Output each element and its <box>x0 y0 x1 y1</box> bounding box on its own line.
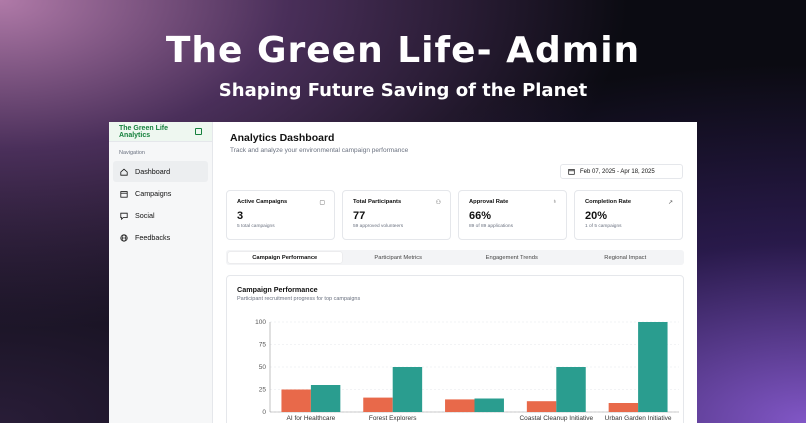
card-subtext: 5 total campaigns <box>237 224 275 229</box>
sidebar-brand: The Green Life Analytics <box>109 122 212 142</box>
tab-regional-impact[interactable]: Regional Impact <box>604 254 647 261</box>
calendar-icon: ▢ <box>319 200 325 206</box>
stat-card-active-campaigns: Active Campaigns ▢ 3 5 total campaigns <box>226 190 335 240</box>
chart-bar <box>608 403 639 412</box>
chart-subtitle: Participant recruitment progress for top… <box>237 296 361 302</box>
sidebar-item-label: Campaigns <box>135 189 172 198</box>
card-subtext: 1 of 5 campaigns <box>585 224 622 229</box>
award-icon: ♁ <box>552 199 558 205</box>
sidebar-item-campaigns[interactable]: Campaigns <box>113 183 208 204</box>
app-window: The Green Life Analytics Navigation Dash… <box>109 122 697 423</box>
page-title: Analytics Dashboard <box>230 132 335 144</box>
card-value: 66% <box>469 210 492 222</box>
hero-title: The Green Life- Admin <box>165 30 641 71</box>
chart-bar <box>310 385 341 412</box>
sidebar-item-label: Feedbacks <box>135 233 171 242</box>
x-tick-label: AI for Healthcare <box>287 415 336 422</box>
tab-campaign-performance[interactable]: Campaign Performance <box>228 252 342 263</box>
chart-bar <box>445 399 475 412</box>
home-icon <box>120 168 128 176</box>
date-range-picker[interactable]: Feb 07, 2025 - Apr 18, 2025 <box>560 164 683 179</box>
chart-card: Campaign Performance Participant recruit… <box>226 275 684 423</box>
tab-bar: Campaign Performance Participant Metrics… <box>226 250 684 265</box>
card-label: Approval Rate <box>469 199 509 205</box>
calendar-icon <box>120 190 128 198</box>
hero-subtitle: Shaping Future Saving of the Planet <box>218 80 588 101</box>
card-subtext: 59 approved volunteers <box>353 224 404 229</box>
card-value: 20% <box>585 210 608 222</box>
card-label: Active Campaigns <box>237 199 288 205</box>
campaign-performance-chart: 0 25 50 75 100 AI for Healthcare Forest Explor… <box>255 319 679 422</box>
tab-engagement-trends[interactable]: Engagement Trends <box>485 254 538 261</box>
chart-bar <box>638 322 668 412</box>
chart-bar <box>474 398 504 412</box>
sidebar-item-feedbacks[interactable]: Feedbacks <box>113 227 208 248</box>
brand-label: The Green Life Analytics <box>119 124 169 139</box>
stat-card-total-participants: Total Participants ⚇ 77 59 approved volu… <box>342 190 451 240</box>
chart-bar <box>363 397 393 412</box>
y-tick-label: 100 <box>255 319 266 326</box>
card-label: Total Participants <box>353 199 402 205</box>
sidebar: The Green Life Analytics Navigation Dash… <box>109 122 213 423</box>
x-tick-label: Urban Garden Initiative <box>605 415 672 422</box>
date-range-label: Feb 07, 2025 - Apr 18, 2025 <box>580 168 655 175</box>
sidebar-item-dashboard[interactable]: Dashboard <box>113 161 208 182</box>
tab-participant-metrics[interactable]: Participant Metrics <box>374 254 423 261</box>
message-icon <box>120 212 128 220</box>
y-tick-label: 75 <box>259 342 267 349</box>
calendar-icon <box>568 169 575 175</box>
y-tick-label: 0 <box>262 409 266 416</box>
chart-bar <box>526 401 557 412</box>
card-subtext: 89 of 89 applications <box>469 224 514 229</box>
sidebar-item-label: Social <box>135 211 155 220</box>
chart-bar <box>281 389 311 412</box>
sidebar-toggle-icon[interactable] <box>195 128 202 135</box>
nav-section-label: Navigation <box>119 150 145 156</box>
y-tick-label: 50 <box>259 364 267 371</box>
chart-bar <box>556 367 586 412</box>
card-value: 3 <box>237 210 244 222</box>
x-tick-label: Forest Explorers <box>369 415 417 422</box>
stat-card-approval-rate: Approval Rate ♁ 66% 89 of 89 application… <box>458 190 567 240</box>
x-tick-label: Coastal Cleanup Initiative <box>519 415 593 422</box>
users-icon: ⚇ <box>435 200 441 206</box>
globe-icon <box>120 233 128 242</box>
card-value: 77 <box>353 210 366 222</box>
sidebar-item-social[interactable]: Social <box>113 205 208 226</box>
trending-up-icon: ↗ <box>667 200 673 206</box>
stat-card-completion-rate: Completion Rate ↗ 20% 1 of 5 campaigns <box>574 190 683 240</box>
card-label: Completion Rate <box>585 199 632 205</box>
chart-bar <box>392 367 423 412</box>
page-subtitle: Track and analyze your environmental cam… <box>230 147 409 154</box>
chart-title: Campaign Performance <box>237 285 318 294</box>
y-tick-label: 25 <box>259 387 267 394</box>
sidebar-item-label: Dashboard <box>135 167 171 176</box>
